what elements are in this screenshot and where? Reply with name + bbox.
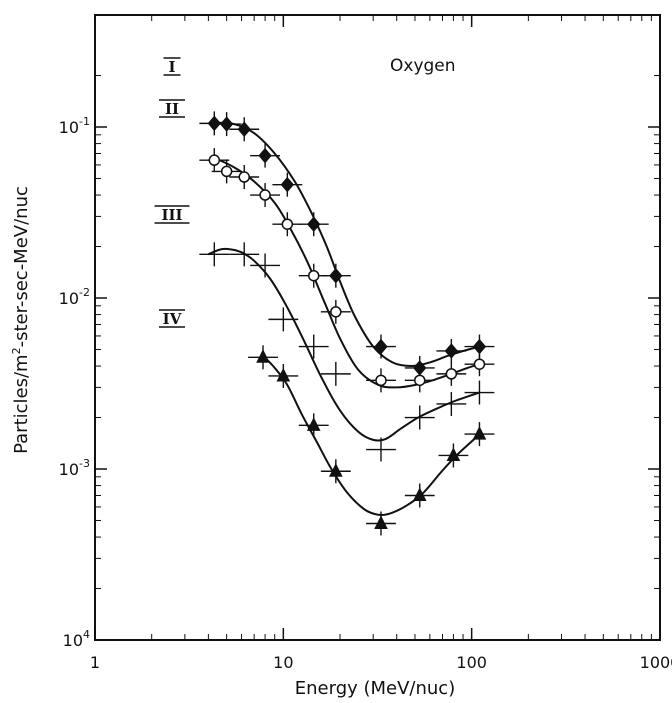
series-II-point bbox=[436, 361, 467, 386]
x-axis-label: Energy (MeV/nuc) bbox=[295, 678, 455, 699]
data-points bbox=[199, 111, 495, 536]
series-IV-point bbox=[464, 422, 495, 447]
series-III-point bbox=[298, 334, 329, 359]
series-IV-curve bbox=[262, 354, 481, 517]
y-axis-label: Particles/m2-ster-sec-MeV/nuc bbox=[10, 186, 32, 454]
series-III-point bbox=[250, 253, 280, 278]
series-III-point bbox=[229, 242, 260, 267]
series-label-IV: IV bbox=[163, 310, 182, 328]
series-III-point bbox=[366, 437, 396, 462]
series-II-point bbox=[211, 159, 242, 184]
series-IV-point bbox=[366, 511, 396, 536]
series-II-point bbox=[320, 299, 351, 324]
y-tick-label: 10-2 bbox=[59, 286, 90, 308]
series-III-point bbox=[464, 380, 495, 405]
series-label-II: II bbox=[165, 100, 179, 118]
plot-frame bbox=[94, 14, 661, 641]
axis-ticks: 1 10 100 1000 10-1 10-2 10-3 104 bbox=[59, 15, 672, 672]
series-II-point bbox=[366, 368, 396, 393]
x-tick-label: 1000 bbox=[640, 653, 672, 672]
series-III-point bbox=[199, 242, 230, 267]
series-III-point bbox=[404, 405, 435, 430]
series-IV-point bbox=[404, 483, 435, 508]
series-II-point bbox=[229, 165, 260, 190]
series-I-point bbox=[436, 338, 467, 363]
series-III-curve bbox=[207, 247, 480, 442]
series-III-point bbox=[436, 391, 467, 416]
series-I-point bbox=[229, 117, 260, 142]
y-tick-label: 10-3 bbox=[59, 457, 90, 479]
series-I-point bbox=[211, 112, 242, 137]
series-I-point bbox=[366, 334, 396, 359]
series-IV-point bbox=[298, 413, 329, 438]
series-II-point bbox=[250, 183, 280, 208]
series-IV-point bbox=[438, 443, 469, 468]
series-I-point bbox=[298, 212, 329, 237]
series-I-point bbox=[404, 355, 435, 380]
series-IV-point bbox=[268, 363, 299, 388]
series-II-point bbox=[298, 263, 329, 288]
y-tick-label: 104 bbox=[63, 628, 90, 650]
series-label-I: I bbox=[168, 58, 175, 76]
series-I-point bbox=[250, 143, 280, 168]
fit-curves bbox=[207, 121, 481, 517]
series-II-curve bbox=[213, 156, 480, 389]
series-IV-point bbox=[320, 459, 351, 484]
series-II-point bbox=[199, 148, 230, 173]
x-tick-label: 100 bbox=[456, 653, 487, 672]
series-III-point bbox=[268, 307, 299, 332]
y-tick-label: 10-1 bbox=[59, 115, 90, 137]
series-I-point bbox=[272, 172, 303, 197]
series-II-point bbox=[404, 368, 435, 393]
series-II-point bbox=[464, 352, 495, 377]
x-tick-label: 1 bbox=[90, 653, 100, 672]
series-II-point bbox=[272, 212, 303, 237]
series-I-curve bbox=[214, 121, 480, 368]
series-III-point bbox=[320, 361, 351, 386]
x-tick-label: 10 bbox=[273, 653, 293, 672]
chart-title: Oxygen bbox=[390, 56, 456, 76]
series-IV-point bbox=[248, 345, 278, 370]
series-label-III: III bbox=[161, 206, 182, 224]
